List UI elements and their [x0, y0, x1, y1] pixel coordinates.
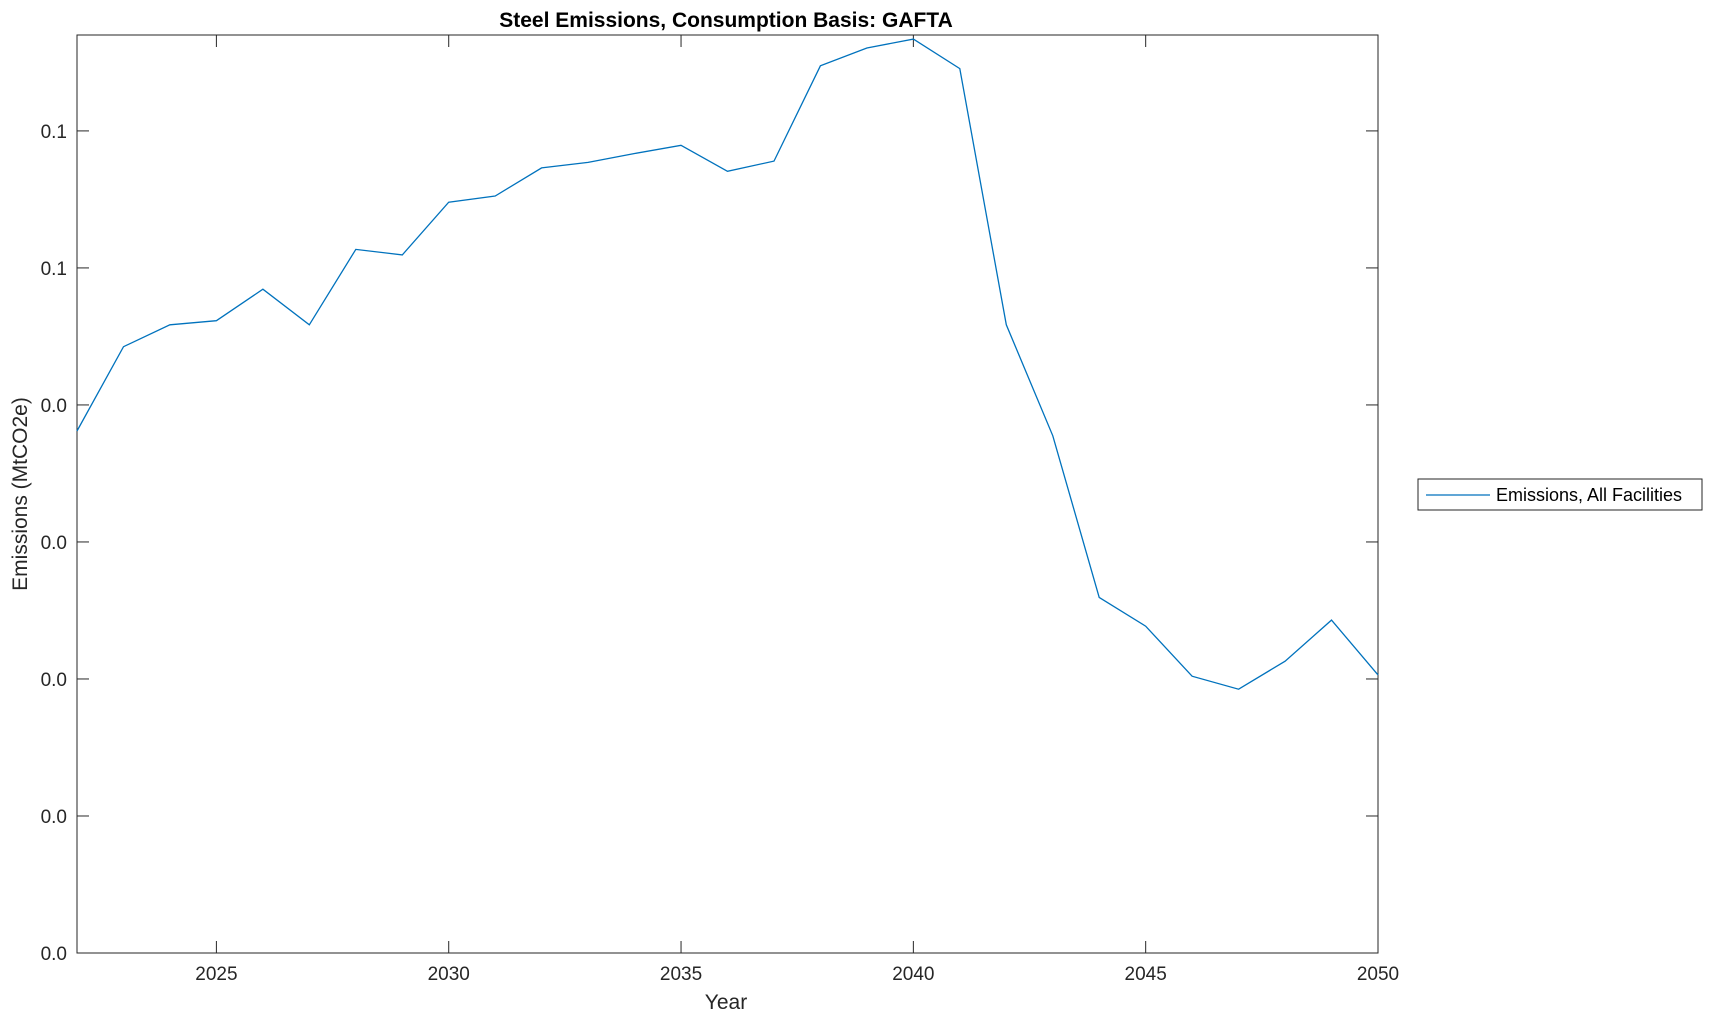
x-tick-label: 2030: [428, 964, 470, 985]
y-tick-label: 0.0: [41, 533, 67, 554]
y-tick-label: 0.1: [41, 259, 67, 280]
legend-label: Emissions, All Facilities: [1496, 485, 1682, 505]
chart-title: Steel Emissions, Consumption Basis: GAFT…: [499, 9, 953, 32]
series-line-emissions-all-facilities: [76, 38, 1379, 690]
x-tick-label: 2025: [195, 964, 237, 985]
legend: Emissions, All Facilities: [1417, 478, 1703, 511]
y-tick-label: 0.1: [41, 122, 67, 143]
y-axis-label: Emissions (MtCO2e): [9, 397, 32, 591]
y-tick-label: 0.0: [41, 807, 67, 828]
y-tick-label: 0.0: [41, 944, 67, 965]
x-axis-label: Year: [705, 991, 747, 1014]
y-axis: 0.0 0.0 0.0 0.0 0.0 0.1 0.1: [41, 122, 1378, 965]
y-tick-label: 0.0: [41, 396, 67, 417]
x-tick-label: 2040: [892, 964, 934, 985]
x-tick-label: 2045: [1125, 964, 1167, 985]
x-axis: 2025 2030 2035 2040 2045 2050: [195, 35, 1399, 985]
y-tick-label: 0.0: [41, 670, 67, 691]
x-tick-label: 2050: [1357, 964, 1399, 985]
plot-area: [76, 34, 1379, 954]
x-tick-label: 2035: [660, 964, 702, 985]
